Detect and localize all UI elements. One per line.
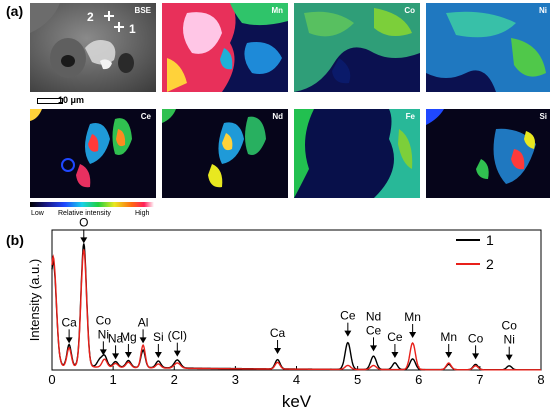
x-tick-label-2: 2 — [171, 372, 178, 387]
x-tick-label-0: 0 — [48, 372, 55, 387]
bse-map: BSE 2 1 — [30, 3, 156, 92]
nd-map: Nd — [162, 109, 288, 198]
peak-label-11-0: Ce — [387, 330, 403, 344]
map-title-mn: Mn — [271, 6, 283, 15]
peak-label-12-0: Mn — [404, 310, 421, 324]
mn-map: Mn — [162, 3, 288, 92]
map-title-nd: Nd — [272, 112, 283, 121]
ni-map: Ni — [426, 3, 550, 92]
scale-bar — [37, 98, 63, 104]
peak-arrow-head-10 — [370, 345, 378, 352]
peak-arrow-head-9 — [344, 330, 352, 337]
peak-arrow-head-2 — [99, 349, 107, 356]
x-tick-label-1: 1 — [110, 372, 117, 387]
peak-label-10-0: Nd — [366, 309, 381, 323]
peak-arrow-head-1 — [80, 237, 88, 244]
peak-label-6-0: Si — [153, 330, 164, 344]
plot-frame — [51, 229, 542, 371]
peak-label-3-0: Na — [108, 331, 124, 345]
map-title-bse: BSE — [134, 6, 151, 15]
ce-map: Ce — [30, 109, 156, 198]
nd-image — [162, 109, 266, 188]
peak-arrow-head-11 — [391, 352, 399, 358]
peak-label-15-1: Ni — [504, 333, 515, 347]
ni-image — [426, 3, 550, 92]
peak-label-2-0: Co — [96, 313, 112, 327]
peak-arrow-head-15 — [505, 354, 513, 361]
peak-arrow-head-12 — [409, 332, 417, 338]
panel-b-label: (b) — [6, 232, 24, 248]
peak-label-10-1: Ce — [366, 323, 382, 337]
peak-arrow-head-7 — [173, 350, 181, 357]
colorbar-low-label: Low — [31, 210, 44, 217]
colorbar-high-label: High — [135, 210, 150, 217]
x-tick-label-5: 5 — [354, 372, 361, 387]
crosshair-2 — [104, 11, 114, 21]
peak-label-2-1: Ni — [98, 327, 109, 341]
peak-arrow-head-5 — [139, 337, 147, 344]
series-line-2 — [51, 249, 541, 371]
peak-arrow-head-0 — [65, 337, 73, 344]
marker-1: 1 — [129, 22, 136, 36]
marker-2: 2 — [87, 10, 94, 24]
co-image — [294, 3, 420, 92]
ce-image — [30, 109, 132, 188]
x-tick-label-7: 7 — [476, 372, 483, 387]
peak-label-14-0: Co — [468, 331, 484, 345]
scale-bar-label: 10 μm — [58, 95, 85, 105]
fe-map: Fe — [294, 109, 420, 198]
x-tick-label-3: 3 — [232, 372, 239, 387]
panel-a-label: (a) — [6, 3, 24, 19]
colorbar-title: Relative intensity — [58, 210, 111, 217]
peak-label-7-0: (Cl) — [168, 329, 187, 343]
peak-label-8-0: Ca — [270, 326, 286, 340]
x-tick-label-8: 8 — [537, 372, 544, 387]
crosshair-1 — [114, 22, 124, 32]
bse-image — [30, 3, 156, 92]
peak-arrow-head-3 — [112, 353, 120, 360]
legend-label-2: 2 — [486, 256, 494, 272]
peak-label-13-0: Mn — [440, 330, 457, 344]
map-title-co: Co — [404, 6, 415, 15]
peak-label-0-0: Ca — [61, 315, 77, 329]
si-map: Si — [426, 109, 550, 198]
peak-arrow-head-13 — [445, 352, 453, 358]
peak-arrow-head-6 — [154, 352, 162, 358]
peak-label-15-0: Co — [502, 319, 518, 333]
x-tick-label-4: 4 — [293, 372, 300, 387]
y-axis-label: Intensity (a.u.) — [27, 259, 42, 341]
x-axis-label: keV — [282, 392, 312, 411]
intensity-colorbar — [30, 202, 154, 207]
peak-label-4-0: Mg — [120, 330, 137, 344]
peak-arrow-head-14 — [472, 353, 480, 360]
peak-label-5-0: Al — [138, 315, 149, 329]
peak-label-1-0: O — [79, 215, 88, 229]
peak-label-9-0: Ce — [340, 309, 356, 323]
x-tick-label-6: 6 — [415, 372, 422, 387]
peak-arrow-head-8 — [274, 348, 282, 354]
series-line-1 — [51, 243, 541, 371]
si-image — [426, 109, 536, 184]
map-title-si: Si — [539, 112, 547, 121]
map-title-ni: Ni — [539, 6, 547, 15]
co-map: Co — [294, 3, 420, 92]
map-title-ce: Ce — [140, 112, 151, 121]
peak-arrow-head-4 — [124, 352, 132, 358]
mn-image — [162, 3, 288, 92]
legend-label-1: 1 — [486, 232, 494, 248]
map-title-fe: Fe — [405, 112, 415, 121]
fe-image — [294, 109, 420, 198]
